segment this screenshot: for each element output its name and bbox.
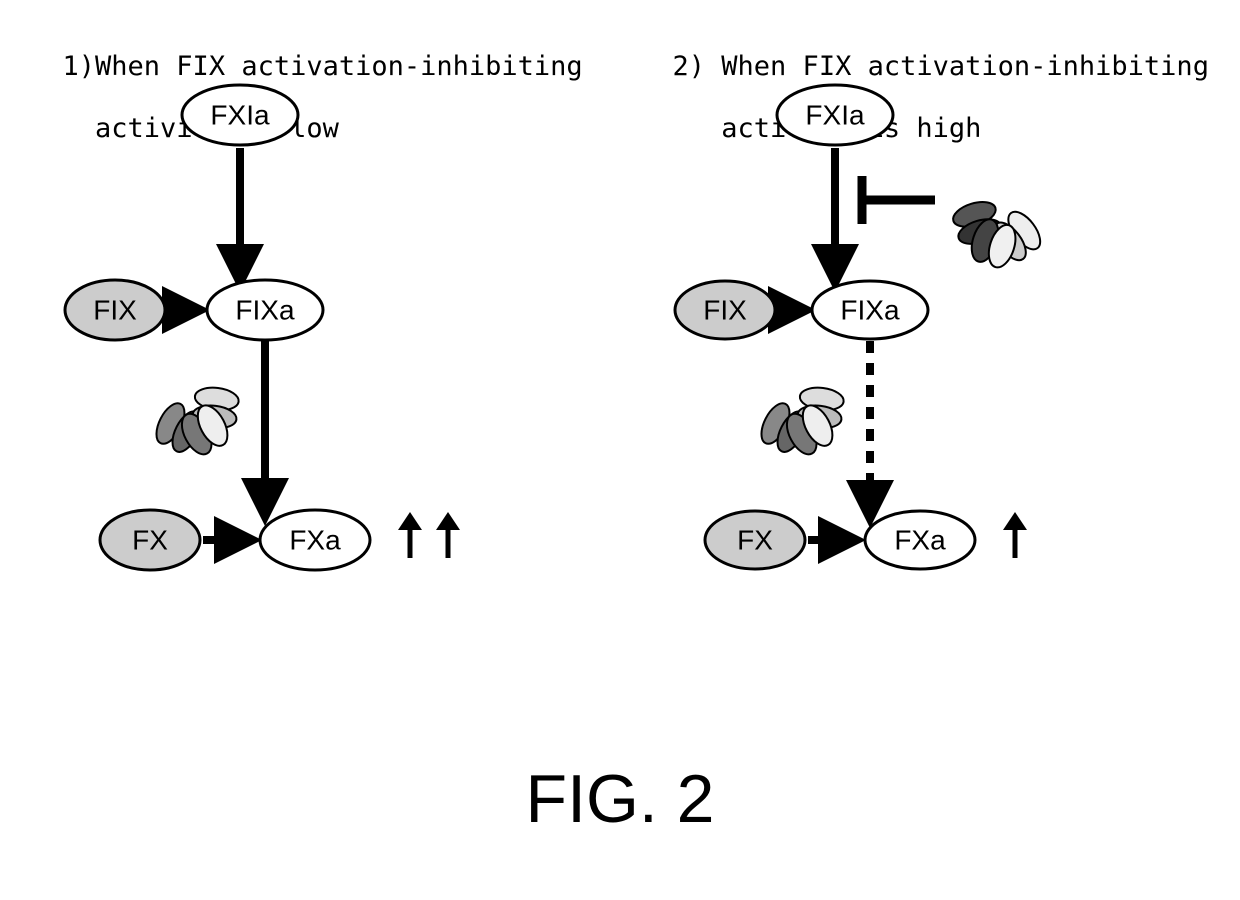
node-left-fx: FX [100, 510, 200, 570]
up-arrow-left-2 [436, 512, 460, 558]
svg-text:FXa: FXa [894, 525, 946, 556]
antibody-left-center-icon [139, 368, 259, 473]
svg-text:FX: FX [132, 525, 168, 556]
svg-text:FIXa: FIXa [840, 295, 900, 326]
up-arrow-right-1 [1003, 512, 1027, 558]
svg-text:FXa: FXa [289, 525, 341, 556]
svg-text:FXIa: FXIa [805, 100, 865, 131]
antibody-right-center-icon [744, 368, 864, 473]
node-right-fxa: FXa [865, 511, 975, 569]
antibody-right-inhibitor-icon [938, 186, 1054, 279]
node-right-fxia: FXIa [777, 85, 893, 145]
node-left-fix: FIX [65, 280, 165, 340]
node-left-fxia: FXIa [182, 85, 298, 145]
svg-text:FXIa: FXIa [210, 100, 270, 131]
node-right-fix: FIX [675, 281, 775, 339]
svg-text:FX: FX [737, 525, 773, 556]
inhibitor-bar [862, 176, 935, 224]
svg-text:FIX: FIX [93, 295, 137, 326]
up-arrow-left-1 [398, 512, 422, 558]
node-right-fx: FX [705, 511, 805, 569]
node-right-fixa: FIXa [812, 281, 928, 339]
svg-text:FIXa: FIXa [235, 295, 295, 326]
node-left-fxa: FXa [260, 510, 370, 570]
diagram-svg: FXIa FIX FIXa FX FXa FXIa FIX FIXa FX FX… [0, 0, 1240, 900]
node-left-fixa: FIXa [207, 280, 323, 340]
svg-text:FIX: FIX [703, 295, 747, 326]
